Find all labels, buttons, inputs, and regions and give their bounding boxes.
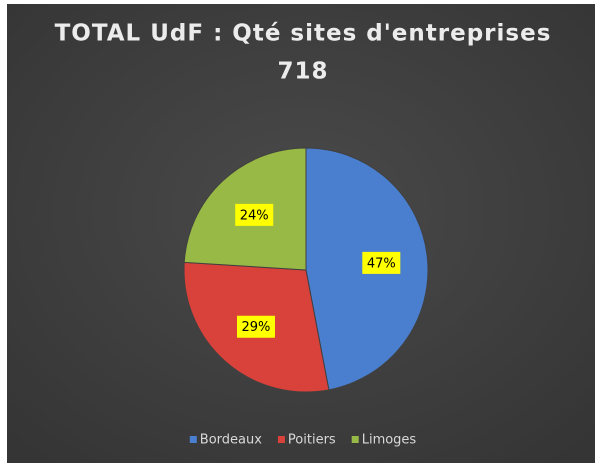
legend: Bordeaux Poitiers Limoges: [189, 433, 417, 448]
chart-title: TOTAL UdF : Qté sites d'entreprises: [55, 21, 552, 47]
data-label-box: [235, 203, 274, 226]
data-label-box: [236, 315, 275, 338]
legend-label: Limoges: [362, 433, 417, 448]
legend-swatch: [351, 436, 359, 443]
legend-swatch: [277, 436, 285, 443]
legend-label: Poitiers: [288, 433, 336, 448]
legend-label: Bordeaux: [200, 433, 262, 448]
data-label: 47%: [367, 256, 396, 271]
chart-subtitle: 718: [277, 59, 328, 85]
data-label: 29%: [242, 320, 271, 335]
data-label: 24%: [240, 208, 269, 223]
legend-swatch: [189, 436, 197, 443]
data-label-box: [362, 251, 401, 274]
